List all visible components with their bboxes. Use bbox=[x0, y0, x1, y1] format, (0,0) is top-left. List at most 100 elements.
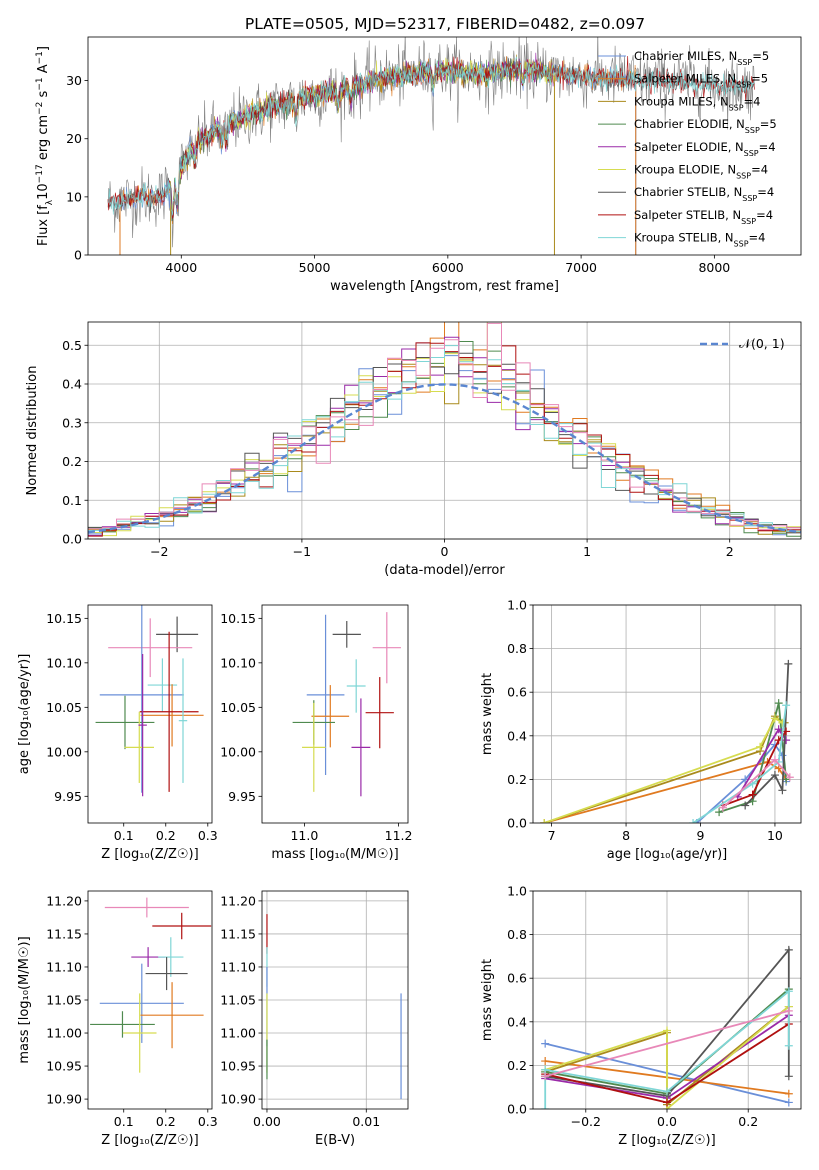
legend-label-sub: SSP bbox=[737, 58, 752, 67]
weight_vs_age-xtick-label: 9 bbox=[697, 828, 705, 843]
gaussian-legend-label: 𝒩(0, 1) bbox=[739, 336, 785, 351]
age_vs_mass-xtick-label: 11.2 bbox=[385, 828, 413, 843]
legend-label-suffix: =5 bbox=[760, 117, 777, 131]
mass_vs_ebv-plot-area bbox=[266, 914, 402, 1100]
weight_vs_age-series-1 bbox=[543, 761, 787, 823]
mass_vs_z-ytick-label: 10.95 bbox=[46, 1059, 82, 1074]
histogram-series-9 bbox=[88, 322, 801, 535]
weight_vs_z-marker bbox=[784, 1006, 793, 1015]
age_vs_z-ytick-label: 10.10 bbox=[46, 655, 82, 670]
residuals-ylabel: Normed distribution bbox=[25, 366, 40, 496]
weight_vs_age-plot-area bbox=[540, 659, 794, 823]
mass_vs_ebv-ytick-label: 11.15 bbox=[220, 926, 256, 941]
weight_vs_z-plot-area bbox=[541, 945, 793, 1109]
weight_vs_age-xtick-label: 10 bbox=[767, 828, 783, 843]
weight_vs_z-panel: −0.2 0.0 0.2 0.0 0.2 0.4 0.6 0.8 1.0 Z [log₁₀(Z/Z… bbox=[480, 884, 802, 1148]
age_vs_mass-panel: 11.0 11.2 9.95 10.00 10.05 10.10 10.15 mass [lo… bbox=[220, 604, 413, 862]
weight_vs_age-marker bbox=[748, 790, 757, 799]
weight_vs_age-panel: 7 8 9 10 0.0 0.2 0.4 0.6 0.8 1.0 age [log₁₀(age/yr… bbox=[480, 598, 802, 862]
legend-label-text: Salpeter STELIB, N bbox=[634, 208, 741, 222]
weight_vs_age-ytick-label: 0.0 bbox=[507, 816, 527, 831]
spectrum-ylabel-part: Flux [f bbox=[36, 205, 51, 246]
weight_vs_age-marker bbox=[785, 773, 794, 782]
spectrum-ylabel-part: s bbox=[36, 90, 51, 101]
weight_vs_age-marker bbox=[782, 736, 791, 745]
spectrum-plot-area bbox=[107, 37, 755, 255]
legend-label-text: Salpeter ELODIE, N bbox=[634, 140, 744, 154]
weight_vs_age-marker bbox=[741, 801, 750, 810]
age_vs_z-ylabel: age [log₁₀(age/yr)] bbox=[17, 654, 32, 775]
mass_vs_z-xtick-label: 0.3 bbox=[198, 1114, 218, 1129]
spectrum-ylabel-part: −1 bbox=[35, 51, 45, 64]
mass_vs_ebv-ytick-label: 10.95 bbox=[220, 1059, 256, 1074]
age_vs_z-xtick-label: 0.3 bbox=[198, 828, 218, 843]
residuals-xtick-label: −2 bbox=[150, 544, 168, 559]
legend-label-text: Chabrier MILES, N bbox=[634, 49, 737, 63]
figure-title: PLATE=0505, MJD=52317, FIBERID=0482, z=0… bbox=[245, 15, 645, 33]
legend-label-sub: SSP bbox=[736, 171, 751, 180]
age_vs_z-frame bbox=[87, 604, 213, 824]
weight_vs_z-xlabel: Z [log₁₀(Z/Z☉)] bbox=[618, 1133, 715, 1148]
legend-label-suffix: =4 bbox=[759, 140, 776, 154]
age_vs_z-ytick-label: 10.05 bbox=[46, 700, 82, 715]
spectrum-xtick-label: 7000 bbox=[565, 260, 597, 275]
weight_vs_age-series-5 bbox=[543, 717, 783, 823]
weight_vs_z-ytick-label: 1.0 bbox=[507, 884, 527, 899]
weight_vs_age-marker bbox=[782, 701, 791, 710]
weight_vs_z-marker bbox=[784, 945, 793, 954]
spectrum-panel: 4000 5000 6000 7000 8000 0 10 20 30 wavelength [A… bbox=[35, 36, 802, 294]
age_vs_z-xlabel: Z [log₁₀(Z/Z☉)] bbox=[101, 847, 198, 862]
spectrum-ytick-label: 10 bbox=[66, 189, 82, 204]
age_vs_mass-ytick-label: 10.00 bbox=[220, 744, 256, 759]
spectrum-ylabel: Flux [fλ10−17 erg cm−2 s−1 A−1] bbox=[35, 46, 55, 246]
age_vs_z-panel: 0.1 0.2 0.3 9.95 10.00 10.05 10.10 10.15 Z [log₁… bbox=[17, 604, 218, 862]
age_vs_z-xtick-label: 0.2 bbox=[156, 828, 176, 843]
residuals-ytick-label: 0.0 bbox=[62, 532, 82, 547]
weight_vs_z-xtick-label: 0.2 bbox=[738, 1114, 758, 1129]
weight_vs_age-series-6 bbox=[744, 663, 790, 807]
age_vs_mass-ytick-label: 10.05 bbox=[220, 700, 256, 715]
age_vs_mass-xtick-label: 11.0 bbox=[290, 828, 318, 843]
legend-label-sub: SSP bbox=[741, 216, 756, 225]
weight_vs_age-marker bbox=[770, 714, 779, 723]
legend-label-text: Kroupa ELODIE, N bbox=[634, 163, 736, 177]
weight_vs_z-marker bbox=[784, 1041, 793, 1050]
mass_vs_z-panel: 0.1 0.2 0.3 10.90 10.95 11.00 11.05 11.10 11.15 1… bbox=[17, 890, 218, 1148]
legend-label: Chabrier ELODIE, NSSP=5 bbox=[634, 117, 777, 135]
legend-label: Salpeter STELIB, NSSP=4 bbox=[634, 208, 773, 226]
weight_vs_z-series-5 bbox=[544, 1005, 790, 1109]
mass_vs_ebv-xlabel: E(B-V) bbox=[315, 1133, 355, 1148]
weight_vs_age-ytick-label: 0.4 bbox=[507, 728, 527, 743]
weight_vs_z-ytick-label: 0.6 bbox=[507, 971, 527, 986]
weight_vs_age-marker bbox=[756, 742, 765, 751]
legend-label-sub: SSP bbox=[745, 126, 760, 135]
age_vs_z-ytick-label: 10.15 bbox=[46, 611, 82, 626]
weight_vs_age-frame bbox=[532, 604, 802, 824]
mass_vs_z-xlabel: Z [log₁₀(Z/Z☉)] bbox=[101, 1133, 198, 1148]
mass_vs_ebv-ytick-label: 10.90 bbox=[220, 1092, 256, 1107]
legend-label-text: Salpeter MILES, N bbox=[634, 72, 736, 86]
legend-label-suffix: =4 bbox=[751, 163, 768, 177]
weight_vs_age-marker bbox=[718, 803, 727, 812]
weight_vs_age-marker bbox=[778, 786, 787, 795]
legend-label-text: Chabrier ELODIE, N bbox=[634, 117, 745, 131]
weight_vs_age-marker bbox=[715, 808, 724, 817]
weight_vs_z-ytick-label: 0.4 bbox=[507, 1014, 527, 1029]
legend-label-suffix: =5 bbox=[752, 49, 769, 63]
spectrum-ylabel-part: 10 bbox=[36, 183, 51, 200]
legend-label-sub: SSP bbox=[736, 80, 751, 89]
weight_vs_z-marker bbox=[784, 1089, 793, 1098]
spectrum-frame bbox=[87, 36, 802, 256]
weight_vs_age-xtick-label: 8 bbox=[622, 828, 630, 843]
weight_vs_age-series-8 bbox=[692, 705, 787, 823]
mass_vs_z-ytick-label: 11.10 bbox=[46, 959, 82, 974]
residuals-xtick-label: 0 bbox=[441, 544, 449, 559]
legend-label: Kroupa MILES, NSSP=4 bbox=[634, 94, 760, 112]
legend-label: Salpeter ELODIE, NSSP=4 bbox=[634, 140, 776, 158]
age_vs_mass-ytick-label: 10.10 bbox=[220, 655, 256, 670]
weight_vs_z-marker bbox=[784, 1098, 793, 1107]
spectrum-xtick-label: 5000 bbox=[299, 260, 331, 275]
weight_vs_age-marker bbox=[784, 659, 793, 668]
mass_vs_ebv-xtick-label: 0.00 bbox=[253, 1114, 281, 1129]
